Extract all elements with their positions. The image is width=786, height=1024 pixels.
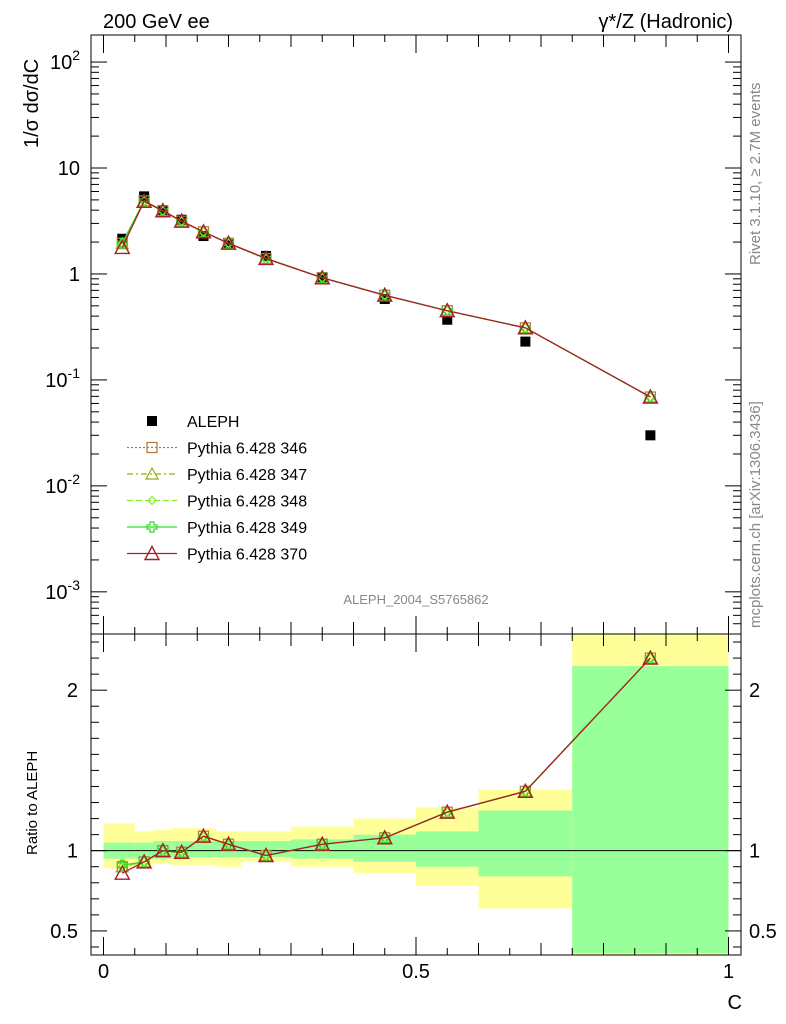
main-point-data [223, 239, 234, 250]
legend-marker-p348 [147, 495, 157, 506]
xtick-label: 1 [723, 961, 734, 983]
main-ytick-label-base: 10 [45, 476, 67, 498]
x-axis-label: C [728, 992, 742, 1014]
ratio-ytick-label-right: 0.5 [749, 921, 777, 943]
main-ytick-label: 102 [50, 47, 80, 74]
main-point-p370 [220, 234, 237, 250]
ratio-ytick-label-left: 1 [67, 841, 78, 863]
header-right: γ*/Z (Hadronic) [599, 11, 733, 33]
legend: ALEPH Pythia 6.428 346 Pythia 6.428 347 Pyt… [127, 414, 307, 564]
ratio-point-p370 [135, 853, 153, 869]
ratio-band-inner [191, 841, 216, 858]
main-point-p370 [257, 250, 275, 266]
ratio-point-p370 [257, 847, 275, 863]
main-frame [90, 34, 742, 635]
ratio-point-p370 [114, 864, 131, 880]
main-point-p370 [314, 269, 331, 285]
main-ytick-label-base: 10 [45, 582, 67, 604]
legend-marker-data [147, 416, 157, 426]
legend-marker-p346 [146, 441, 158, 454]
ratio-ytick-label-right: 2 [749, 680, 760, 702]
ratio-ytick-label-left: 2 [67, 680, 78, 702]
ratio-point-p370 [314, 835, 331, 851]
ratio-point-p370 [154, 842, 172, 858]
main-ylabel: 1/σ dσ/dC [21, 59, 43, 148]
main-ytick-label: 10-1 [45, 365, 80, 392]
main-point-data [261, 250, 271, 261]
ratio-ytick-label-left: 0.5 [50, 921, 78, 943]
main-ytick-label-exp: -1 [68, 365, 81, 381]
ratio-band-inner [416, 831, 479, 867]
main-point-p370 [114, 238, 131, 255]
legend-marker-p347 [144, 466, 160, 480]
main-ytick-label: 10-2 [45, 471, 80, 498]
legend-label-p349: Pythia 6.428 349 [187, 520, 307, 537]
main-point-data [176, 214, 187, 225]
ratio-uncertainty-bands [91, 634, 741, 955]
ratio-ylabel: Ratio to ALEPH [24, 751, 41, 855]
main-ytick-label-exp: -3 [68, 577, 81, 593]
main-ytick-label-base: 10 [45, 370, 67, 392]
legend-marker-p370 [143, 545, 161, 561]
main-point-p370 [439, 302, 456, 318]
legend-marker-p349 [146, 521, 158, 533]
legend-label-p346: Pythia 6.428 346 [187, 441, 307, 458]
ratio-panel-series [114, 649, 659, 880]
main-point-p370 [517, 319, 534, 335]
legend-label-data: ALEPH [187, 414, 239, 431]
main-ytick-label-base: 10 [58, 158, 80, 180]
header-left: 200 GeV ee [103, 11, 210, 33]
main-point-p370 [154, 202, 172, 218]
ratio-point-p370 [517, 782, 534, 798]
ratio-point-p348 [117, 861, 128, 872]
legend-label-p370: Pythia 6.428 370 [187, 547, 307, 564]
analysis-label: ALEPH_2004_S5765862 [343, 592, 488, 607]
ratio-band-inner [478, 810, 573, 877]
main-ytick-label-exp: -2 [68, 471, 81, 487]
main-point-p370 [642, 388, 659, 404]
main-point-p370 [173, 212, 190, 228]
xtick-label: 0 [98, 961, 109, 983]
ratio-line-p370 [121, 657, 651, 874]
main-ytick-label-exp: 2 [72, 47, 80, 63]
main-ytick-label-base: 10 [50, 52, 72, 74]
legend-label-p348: Pythia 6.428 348 [187, 494, 307, 511]
main-ytick-label: 10-3 [45, 577, 80, 604]
main-point-p370 [376, 286, 393, 302]
ratio-point-p370 [439, 803, 456, 819]
main-point-p370 [195, 223, 212, 239]
ratio-point-p370 [220, 835, 237, 851]
main-ytick-label: 1 [69, 264, 80, 286]
main-point-data [520, 336, 531, 347]
main-ytick-label: 10 [58, 158, 80, 180]
ratio-point-p370 [642, 649, 659, 665]
main-point-data [442, 314, 453, 325]
mcplots-citation-label: mcplots.cern.ch [arXiv:1306.3436] [747, 401, 764, 628]
ratio-band-inner [353, 834, 416, 862]
main-ytick-label-base: 1 [69, 264, 80, 286]
ratio-point-p370 [195, 827, 212, 843]
rivet-version-label: Rivet 3.1.10, ≥ 2.7M events [747, 83, 764, 266]
legend-label-p347: Pythia 6.428 347 [187, 467, 307, 484]
main-point-data [645, 430, 656, 441]
main-point-p349 [116, 237, 128, 249]
ratio-band-inner [572, 666, 729, 954]
xtick-label: 0.5 [402, 961, 430, 983]
main-panel-series [114, 191, 659, 441]
ratio-point-p370 [173, 843, 190, 859]
ratio-point-p370 [376, 829, 393, 845]
main-point-p370 [135, 192, 153, 209]
ratio-ytick-label-right: 1 [749, 841, 760, 863]
